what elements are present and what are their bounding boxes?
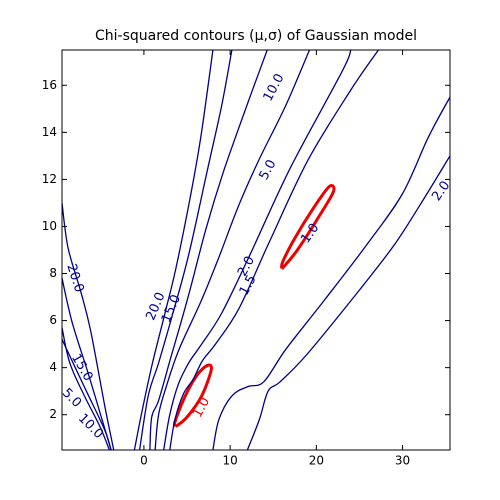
contour-line-1-1	[280, 183, 336, 270]
y-tick-label-10: 10	[42, 219, 57, 233]
contour-label-6: 10.0	[261, 71, 288, 104]
plot-frame	[61, 49, 451, 451]
contour-line-15-11	[62, 278, 112, 450]
y-tick-label-8: 8	[49, 266, 57, 280]
y-tick-label-2: 2	[49, 407, 57, 421]
contour-line-10-13	[62, 339, 112, 450]
contour-line-20-9	[133, 50, 214, 450]
y-tick-label-6: 6	[49, 313, 57, 327]
contour-line-2-4	[212, 96, 450, 450]
contour-line-20-10	[62, 202, 115, 450]
contour-labels: 1.01.01.52.02.05.010.015.020.020.015.05.…	[59, 71, 454, 442]
contour-lines	[62, 50, 450, 450]
y-tick-label-14: 14	[42, 125, 57, 139]
contour-line-1-5-2	[169, 50, 379, 450]
x-tick-label-0: 0	[140, 454, 148, 468]
contour-line-2-3	[163, 50, 352, 450]
contour-label-11: 5.0	[59, 386, 84, 411]
x-tick-label-10: 10	[222, 454, 237, 468]
contour-label-0: 1.0	[190, 395, 213, 420]
contour-label-10: 15.0	[68, 351, 95, 384]
contour-line-5-6	[154, 50, 311, 450]
x-tick-label-30: 30	[395, 454, 410, 468]
y-tick-label-16: 16	[42, 78, 57, 92]
contour-line-10-7	[149, 50, 268, 450]
contour-label-9: 20.0	[63, 262, 86, 294]
chart-title: Chi-squared contours (μ,σ) of Gaussian m…	[94, 28, 417, 44]
axis-ticks: 0 10 20 30 2 4 6 8 10 12 14 16	[42, 50, 450, 468]
y-tick-label-4: 4	[49, 360, 57, 374]
contour-label-5: 5.0	[257, 157, 280, 182]
contour-line-2-5	[246, 155, 450, 450]
y-tick-label-12: 12	[42, 172, 57, 186]
x-tick-label-20: 20	[309, 454, 324, 468]
contour-line-1-0	[172, 363, 213, 428]
contour-line-15-8	[138, 50, 233, 450]
contour-line-5-12	[62, 327, 111, 450]
